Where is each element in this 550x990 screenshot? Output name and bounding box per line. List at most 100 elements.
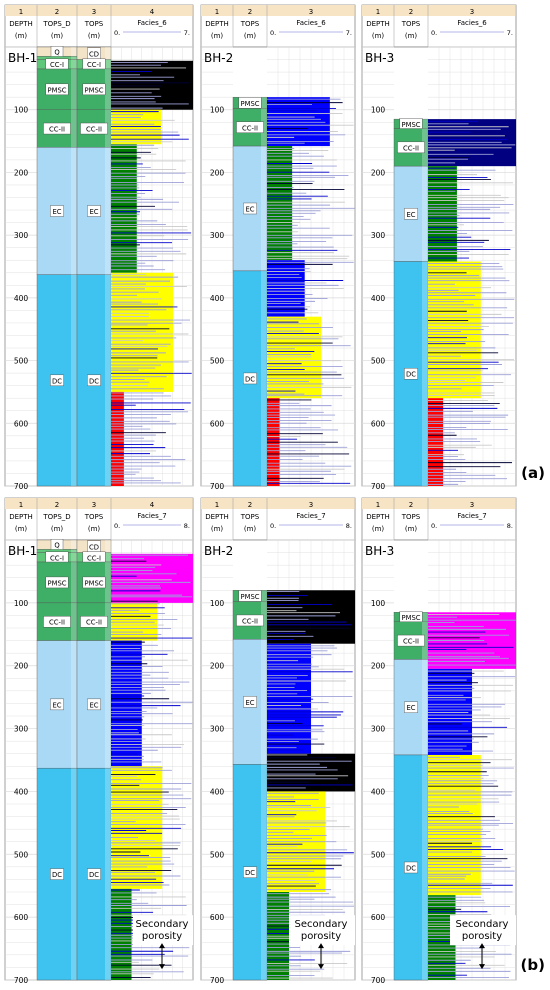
formation-label: EC xyxy=(89,701,98,709)
formation-shade xyxy=(105,109,111,148)
scale-max: 7. xyxy=(184,29,190,37)
column-name: TOPS xyxy=(401,20,421,28)
formation-label-box xyxy=(50,868,64,880)
facies-curve-name: Facies_7 xyxy=(457,512,486,520)
depth-tick-label: 700 xyxy=(14,482,29,491)
formation-shade xyxy=(71,59,77,69)
depth-tick-label: 400 xyxy=(14,294,29,303)
header-number-strip xyxy=(5,498,193,509)
depth-tick-label: 700 xyxy=(371,976,386,985)
formation-label: EC xyxy=(406,211,415,219)
formation-label: CC-II xyxy=(49,619,65,627)
facies-bar xyxy=(111,109,162,145)
depth-tick-label: 400 xyxy=(210,787,225,796)
depth-tick-label: 600 xyxy=(14,419,29,428)
depth-tick-label: 300 xyxy=(210,725,225,734)
facies-bar xyxy=(428,166,457,262)
depth-tick-label: 600 xyxy=(371,913,386,922)
formation-shade xyxy=(422,621,428,660)
column-number: 2 xyxy=(55,8,59,16)
facies-bar xyxy=(267,97,330,147)
column-number: 1 xyxy=(376,8,380,16)
depth-tick-label: 200 xyxy=(371,168,386,177)
header-number-strip xyxy=(201,5,355,16)
column-unit: (m) xyxy=(51,525,64,533)
annotation-line: porosity xyxy=(462,931,502,942)
formation-shade xyxy=(71,562,77,603)
depth-tick-label: 600 xyxy=(14,913,29,922)
annotation-line: porosity xyxy=(301,931,341,942)
column-number: 3 xyxy=(470,501,474,509)
depth-tick-label: 200 xyxy=(371,662,386,671)
facies-bar xyxy=(111,766,163,889)
panel-label: (b) xyxy=(521,956,545,974)
well-bh-2: 1 DEPTH (m) 2 TOPS (m) 3 Facies_7 0. 8. 100 200 300 4… xyxy=(200,497,356,985)
column-name: DEPTH xyxy=(366,513,390,521)
formation-shade xyxy=(71,68,77,110)
depth-tick-label: 500 xyxy=(210,357,225,366)
formation-label: DC xyxy=(52,871,62,879)
scale-min: 0. xyxy=(114,522,120,530)
depth-tick-label: 500 xyxy=(371,850,386,859)
formation-label: EC xyxy=(245,205,254,213)
formation-label-box xyxy=(80,122,108,135)
formation-label-box xyxy=(50,698,64,711)
column-number: 1 xyxy=(215,501,219,509)
formation-shade xyxy=(261,108,267,147)
formation-label: PMSC xyxy=(401,121,420,129)
column-number: 2 xyxy=(55,501,59,509)
column-unit: (m) xyxy=(88,32,101,40)
well-bh-3: 1 DEPTH (m) 2 TOPS (m) 3 Facies_7 0. 8. 100 200 300 4… xyxy=(361,497,517,985)
depth-tick-label: 500 xyxy=(14,357,29,366)
column-name: TOPS xyxy=(84,513,104,521)
formation-label: CC-I xyxy=(50,61,64,69)
facies-bar xyxy=(267,753,355,792)
formation-label: DC xyxy=(89,871,99,879)
annotation-line: Secondary xyxy=(456,919,509,930)
depth-tick-label: 200 xyxy=(14,168,29,177)
formation-shade xyxy=(105,47,111,60)
formation-label-box xyxy=(45,83,69,96)
annotation-bg xyxy=(133,915,193,946)
facies-bar xyxy=(111,272,174,392)
formation-label-box xyxy=(404,368,418,380)
formation-dc xyxy=(232,764,268,981)
formation-shade xyxy=(422,659,428,755)
column-name: DEPTH xyxy=(366,20,390,28)
header-number-strip xyxy=(5,5,193,16)
formation-label-box xyxy=(236,614,264,627)
column-number: 2 xyxy=(248,8,252,16)
formation-label: PMSC xyxy=(401,614,420,622)
arrow-head-down-icon xyxy=(318,964,324,970)
depth-tick-label: 200 xyxy=(14,662,29,671)
formation-label: PMSC xyxy=(84,86,103,94)
facies-curve-name: Facies_7 xyxy=(137,512,166,520)
scale-min: 0. xyxy=(114,29,120,37)
well-bh-3: 1 DEPTH (m) 2 TOPS (m) 3 Facies_6 0. 7. 100 200 300 4… xyxy=(361,4,517,491)
formation-shade xyxy=(261,590,267,602)
formation-shade xyxy=(105,562,111,603)
column-unit: (m) xyxy=(211,32,224,40)
scale-min: 0. xyxy=(431,522,437,530)
formation-shade xyxy=(71,56,77,60)
formation-label: EC xyxy=(89,208,98,216)
arrow-head-up-icon xyxy=(318,943,324,949)
formation-label-box xyxy=(397,634,425,647)
facies-bar xyxy=(267,590,355,644)
scale-max: 7. xyxy=(507,29,513,37)
depth-tick-label: 300 xyxy=(371,725,386,734)
column-name: DEPTH xyxy=(9,513,33,521)
formation-label-box xyxy=(243,202,257,215)
column-unit: (m) xyxy=(244,525,257,533)
annotation-line: porosity xyxy=(142,931,182,942)
formation-label-box xyxy=(87,868,101,880)
formation-label-box xyxy=(243,866,257,878)
formation-label: DC xyxy=(406,371,416,379)
scale-max: 7. xyxy=(346,29,352,37)
arrow-head-down-icon xyxy=(159,964,165,970)
formation-label: CD xyxy=(89,543,99,551)
scale-max: 8. xyxy=(184,522,190,530)
formation-label: PMSC xyxy=(84,579,103,587)
depth-tick-label: 300 xyxy=(371,231,386,240)
